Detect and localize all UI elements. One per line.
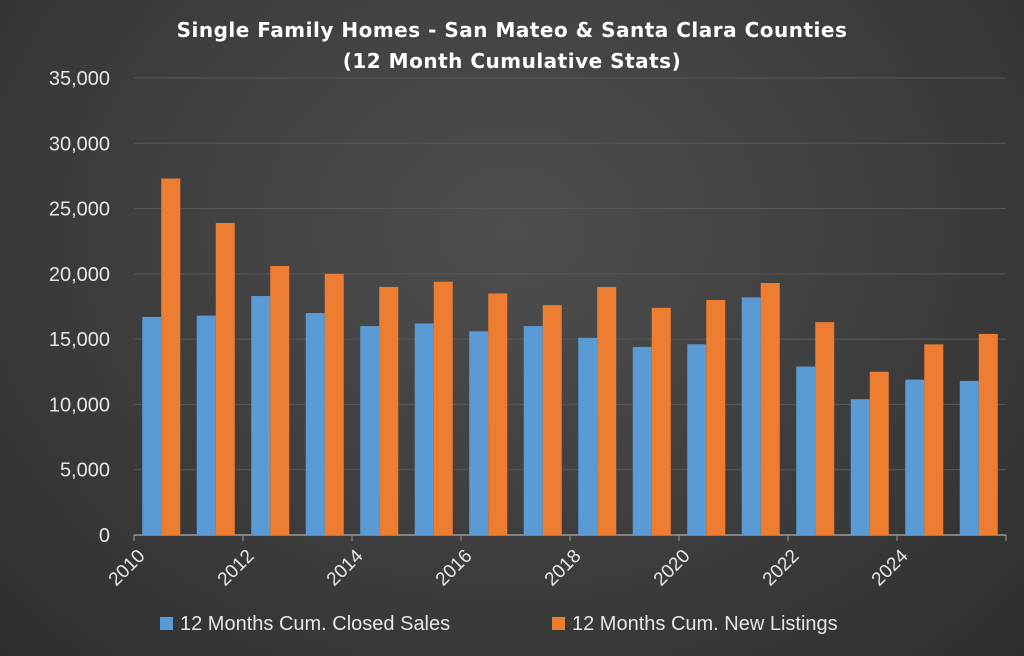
bar-new-listings: [488, 293, 508, 535]
bar-new-listings: [379, 286, 399, 535]
bar-closed-sales: [959, 380, 979, 535]
y-tick-label: 20,000: [49, 264, 110, 286]
x-tick-label: 2020: [650, 546, 695, 591]
y-tick-label: 25,000: [49, 199, 110, 221]
bar-closed-sales: [796, 366, 816, 535]
y-tick-label: 15,000: [49, 329, 110, 351]
bar-closed-sales: [142, 316, 162, 535]
bar-new-listings: [597, 286, 617, 535]
bar-new-listings: [270, 266, 290, 535]
bar-closed-sales: [414, 323, 434, 535]
bar-new-listings: [924, 344, 944, 535]
legend-swatch-new-listings: [552, 617, 565, 630]
bar-closed-sales: [360, 326, 380, 535]
bar-closed-sales: [905, 379, 925, 535]
x-tick-label: 2024: [868, 545, 913, 590]
y-tick-label: 10,000: [49, 394, 110, 416]
bar-closed-sales: [251, 296, 271, 535]
bar-new-listings: [542, 305, 562, 535]
chart-subtitle: (12 Month Cumulative Stats): [342, 49, 682, 73]
x-tick-label: 2012: [214, 546, 259, 591]
x-tick-label: 2010: [105, 546, 150, 591]
bar-closed-sales: [196, 315, 216, 535]
bar-new-listings: [215, 222, 235, 536]
bar-closed-sales: [305, 313, 325, 535]
bar-new-listings: [651, 307, 671, 535]
y-tick-label: 0: [99, 525, 110, 547]
legend-label: 12 Months Cum. Closed Sales: [180, 613, 450, 635]
y-tick-label: 35,000: [49, 68, 110, 90]
x-tick-label: 2018: [541, 546, 586, 591]
x-tick-label: 2016: [432, 546, 477, 591]
chart-title: Single Family Homes - San Mateo & Santa …: [176, 18, 848, 42]
y-tick-label: 5,000: [60, 460, 110, 482]
bar-closed-sales: [469, 331, 489, 535]
bar-closed-sales: [523, 326, 543, 535]
x-tick-label: 2022: [759, 546, 804, 591]
bar-closed-sales: [687, 344, 707, 535]
bar-new-listings: [869, 371, 889, 535]
bar-new-listings: [161, 178, 181, 536]
bar-closed-sales: [632, 346, 652, 535]
bar-new-listings: [433, 281, 453, 535]
bar-new-listings: [815, 322, 835, 535]
bar-closed-sales: [578, 337, 598, 535]
bar-closed-sales: [850, 399, 870, 535]
bar-new-listings: [706, 299, 726, 535]
x-tick-label: 2014: [323, 545, 368, 590]
legend-swatch-closed-sales: [160, 617, 173, 630]
bar-closed-sales: [741, 297, 761, 535]
bar-new-listings: [978, 333, 998, 535]
y-tick-label: 30,000: [49, 133, 110, 155]
legend-label: 12 Months Cum. New Listings: [572, 613, 838, 635]
bar-new-listings: [760, 282, 780, 535]
bar-new-listings: [324, 273, 344, 535]
